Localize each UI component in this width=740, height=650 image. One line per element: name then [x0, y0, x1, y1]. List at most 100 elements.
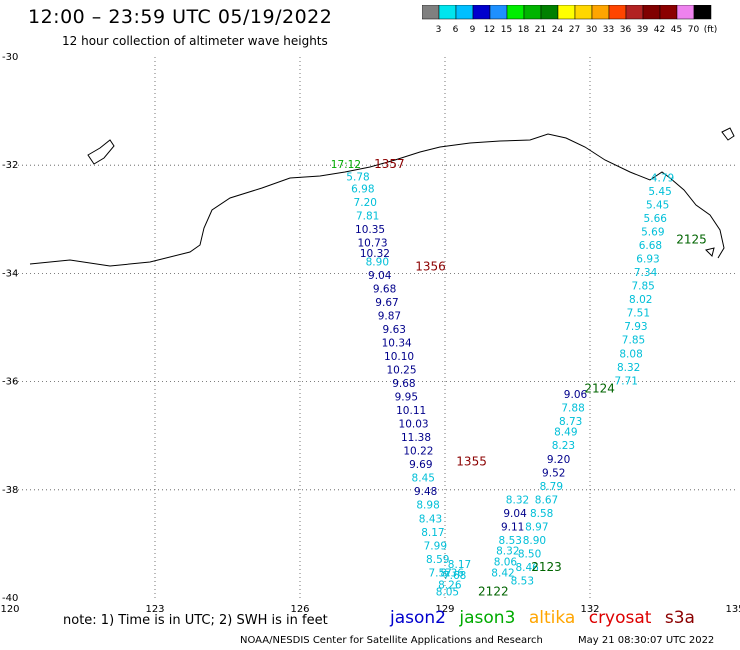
wave-height-label: 5.69 — [641, 227, 664, 239]
scale-label: 18 — [518, 25, 530, 35]
scale-label: 6 — [453, 25, 459, 35]
pass-time-label: 2122 — [478, 584, 509, 598]
wave-height-label: 6.68 — [639, 240, 662, 252]
wave-height-label: 7.68 — [443, 570, 466, 582]
wave-height-label: 9.69 — [409, 459, 432, 471]
wave-height-label: 8.32 — [617, 362, 640, 374]
lon-tick-label: 123 — [145, 604, 164, 615]
wave-height-label: 7.81 — [356, 210, 379, 222]
wave-height-label: 8.98 — [416, 500, 439, 512]
wave-height-label: 5.78 — [346, 171, 369, 183]
wave-height-label: 8.53 — [499, 535, 522, 547]
island-outline — [87, 139, 115, 165]
wave-height-label: 8.43 — [419, 513, 442, 525]
wave-height-label: 5.66 — [644, 213, 668, 225]
lon-tick-label: 129 — [435, 604, 454, 615]
start-time-label: 17:12 — [331, 159, 361, 171]
color-scale: 3 6 9 12 15 18 21 24 27 30 33 36 39 42 45 70 (ft) — [422, 5, 717, 35]
legend-altika: altika — [528, 608, 576, 628]
wave-height-label: 9.68 — [392, 378, 415, 390]
scale-label: 9 — [470, 25, 476, 35]
wave-height-label: 8.17 — [421, 527, 444, 539]
wave-height-label: 8.08 — [619, 348, 642, 360]
wave-height-label: 7.71 — [615, 375, 638, 387]
scale-label: 70 — [688, 25, 700, 35]
wave-height-label: 8.79 — [540, 481, 563, 493]
scale-label: 30 — [586, 25, 598, 35]
wave-height-label: 7.20 — [354, 197, 377, 209]
wave-height-label: 10.32 — [360, 248, 390, 260]
wave-height-label: 7.85 — [622, 335, 645, 347]
pass-time-label: 2123 — [531, 560, 562, 574]
wave-height-label: 7.57 — [428, 567, 451, 579]
legend-s3a: s3a — [664, 608, 695, 628]
footer-timestamp: May 21 08:30:07 UTC 2022 — [578, 635, 715, 646]
lat-tick-label: -36 — [2, 377, 18, 388]
wave-height-label: 8.53 — [511, 575, 534, 587]
scale-swatch — [693, 5, 712, 20]
wave-height-label: 8.17 — [448, 559, 471, 571]
map-subtitle: 12 hour collection of altimeter wave hei… — [62, 34, 328, 48]
scale-label: 3 — [436, 25, 442, 35]
wave-height-label: 8.67 — [535, 494, 558, 506]
wave-height-label: 10.10 — [384, 351, 414, 363]
wave-height-label: 9.04 — [503, 508, 527, 520]
wave-height-label: 8.06 — [494, 557, 518, 569]
scale-label: 21 — [535, 25, 546, 35]
wave-height-label: 8.45 — [412, 473, 435, 485]
wave-height-label: 8.42 — [491, 567, 514, 579]
wave-height-label: 8.50 — [518, 548, 541, 560]
pass-time-label: 1356 — [415, 260, 446, 274]
wave-height-label: 9.48 — [414, 486, 437, 498]
wave-height-label: 9.52 — [542, 467, 565, 479]
scale-label: 12 — [484, 25, 495, 35]
scale-label: 36 — [620, 25, 632, 35]
wave-height-label: 9.68 — [373, 283, 396, 295]
wave-height-label: 7.93 — [624, 321, 647, 333]
wave-height-label: 8.23 — [552, 440, 575, 452]
wave-height-label: 8.90 — [523, 535, 546, 547]
legend-jason3: jason3 — [459, 608, 516, 628]
scale-label: 45 — [671, 25, 682, 35]
wave-height-label: 8.58 — [530, 508, 553, 520]
wave-height-label: 11.38 — [401, 432, 431, 444]
wave-height-label: 10.35 — [355, 224, 385, 236]
wave-height-label: 10.11 — [396, 405, 426, 417]
legend-jason2: jason2 — [390, 608, 446, 628]
wave-height-label: 8.59 — [426, 554, 449, 566]
wave-height-label: 8.32 — [506, 494, 529, 506]
wave-height-label: 8.49 — [554, 427, 577, 439]
wave-height-label: 8.73 — [559, 416, 582, 428]
map-title: 12:00 – 23:59 UTC 05/19/2022 — [28, 6, 333, 28]
wave-height-label: 9.87 — [378, 310, 401, 322]
wave-height-label: 8.90 — [366, 256, 389, 268]
footer-credit: NOAA/NESDIS Center for Satellite Applica… — [240, 635, 543, 646]
wave-height-label: 8.26 — [438, 579, 462, 591]
wave-height-label: 9.95 — [395, 392, 418, 404]
scale-label: 33 — [603, 25, 614, 35]
scale-label: 15 — [501, 25, 512, 35]
scale-label: 42 — [654, 25, 665, 35]
wave-height-label: 7.85 — [631, 281, 654, 293]
wave-height-label: 10.03 — [399, 419, 429, 431]
lat-tick-label: -40 — [2, 593, 18, 604]
island-outline — [705, 247, 715, 257]
scale-label: 27 — [569, 25, 580, 35]
wave-height-label: 9.63 — [383, 324, 406, 336]
wave-height-label: 8.36 — [441, 567, 465, 579]
lat-tick-label: -38 — [2, 485, 18, 496]
wave-height-label: 9.04 — [368, 270, 392, 282]
lon-tick-label: 126 — [290, 604, 309, 615]
pass-time-label: 2125 — [676, 233, 707, 247]
units-note: note: 1) Time is in UTC; 2) SWH is in fe… — [63, 613, 328, 628]
wave-height-label: 7.51 — [627, 308, 650, 320]
wave-height-label: 9.11 — [501, 521, 524, 533]
lon-tick-label: 132 — [580, 604, 599, 615]
wave-height-label: 7.99 — [424, 540, 447, 552]
scale-label: 24 — [552, 25, 564, 35]
lon-tick-label: 135 — [725, 604, 740, 615]
pass-time-label: 1357 — [374, 157, 405, 171]
scale-label: 39 — [637, 25, 649, 35]
wave-height-label: 8.46 — [515, 562, 539, 574]
pass-time-label: 2124 — [584, 381, 615, 395]
